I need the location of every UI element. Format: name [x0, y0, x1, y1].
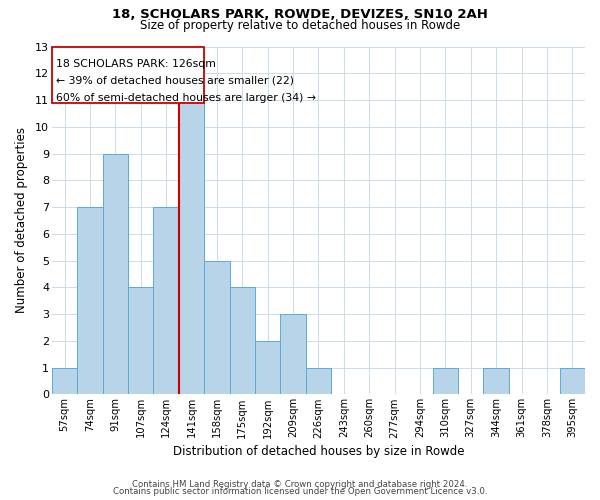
X-axis label: Distribution of detached houses by size in Rowde: Distribution of detached houses by size … [173, 444, 464, 458]
Text: 18 SCHOLARS PARK: 126sqm: 18 SCHOLARS PARK: 126sqm [56, 58, 216, 68]
Text: Contains public sector information licensed under the Open Government Licence v3: Contains public sector information licen… [113, 487, 487, 496]
Bar [255, 341, 280, 394]
Bar [560, 368, 585, 394]
Bar [230, 288, 255, 395]
Bar [204, 260, 230, 394]
Text: ← 39% of detached houses are smaller (22): ← 39% of detached houses are smaller (22… [56, 76, 295, 86]
Bar [306, 368, 331, 394]
Bar [179, 100, 204, 394]
Bar [154, 207, 179, 394]
Text: Size of property relative to detached houses in Rowde: Size of property relative to detached ho… [140, 18, 460, 32]
Bar [52, 368, 77, 394]
FancyBboxPatch shape [52, 46, 204, 102]
Text: Contains HM Land Registry data © Crown copyright and database right 2024.: Contains HM Land Registry data © Crown c… [132, 480, 468, 489]
Text: 60% of semi-detached houses are larger (34) →: 60% of semi-detached houses are larger (… [56, 92, 316, 102]
Bar [128, 288, 154, 395]
Y-axis label: Number of detached properties: Number of detached properties [15, 128, 28, 314]
Bar [484, 368, 509, 394]
Bar [103, 154, 128, 394]
Text: 18, SCHOLARS PARK, ROWDE, DEVIZES, SN10 2AH: 18, SCHOLARS PARK, ROWDE, DEVIZES, SN10 … [112, 8, 488, 20]
Bar [280, 314, 306, 394]
Bar [77, 207, 103, 394]
Bar [433, 368, 458, 394]
